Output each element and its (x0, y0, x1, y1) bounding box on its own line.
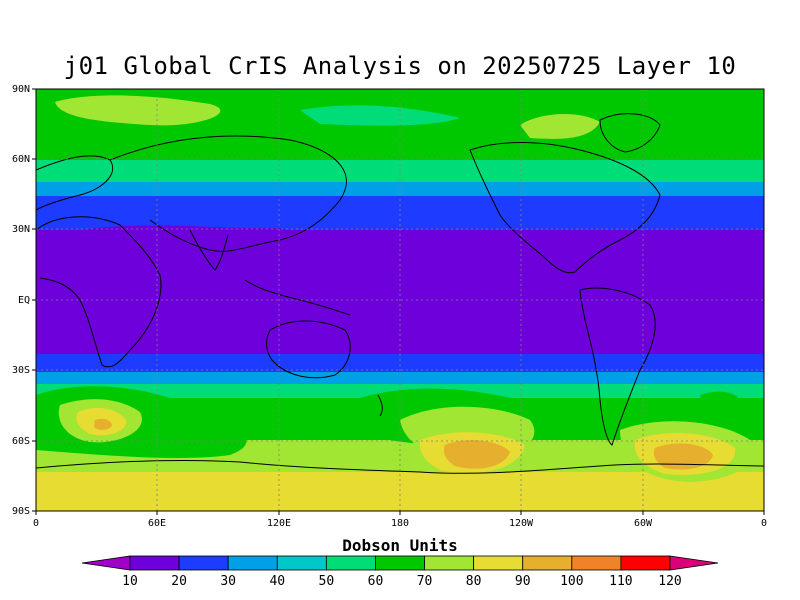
colorbar-label: 100 (560, 574, 583, 589)
colorbar-segment (474, 556, 523, 570)
colorbar-label: 50 (319, 574, 335, 589)
colorbar-segment (621, 556, 670, 570)
colorbar-label: 70 (417, 574, 433, 589)
colorbar-segment (277, 556, 326, 570)
colorbar-segment (179, 556, 228, 570)
colorbar-label: 90 (515, 574, 531, 589)
colorbar-label: 60 (368, 574, 384, 589)
colorbar-segment (572, 556, 621, 570)
colorbar-segment (326, 556, 375, 570)
colorbar-segment (130, 556, 179, 570)
colorbar-label: 110 (609, 574, 632, 589)
colorbar-segment-low (82, 556, 130, 570)
colorbar-label: 80 (466, 574, 482, 589)
colorbar-label: 40 (269, 574, 285, 589)
colorbar-label: 10 (122, 574, 138, 589)
colorbar-segment (228, 556, 277, 570)
colorbar-segment (375, 556, 424, 570)
colorbar-label: 120 (658, 574, 681, 589)
colorbar-segment (523, 556, 572, 570)
colorbar-label: 30 (220, 574, 236, 589)
colorbar-segment (425, 556, 474, 570)
colorbar-segment-high (670, 556, 718, 570)
colorbar-label: 20 (171, 574, 187, 589)
